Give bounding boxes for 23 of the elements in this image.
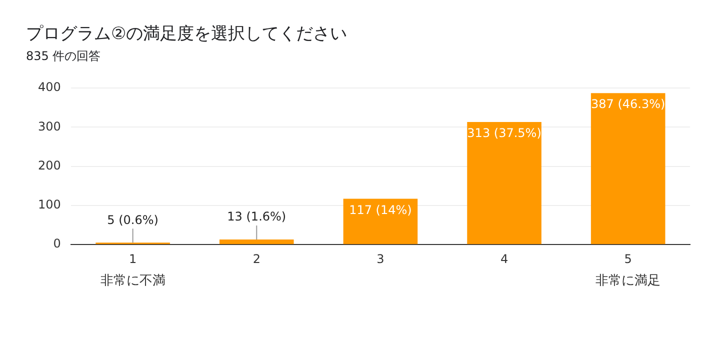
text: 非常に不満	[100, 273, 166, 288]
chart-title: プログラム②の満足度を選択してください	[26, 23, 348, 45]
bar	[467, 122, 542, 244]
y-tick-label: 400	[38, 80, 61, 94]
y-tick-label: 200	[38, 158, 61, 172]
x-tick-label: 5	[624, 252, 632, 266]
data-label: 387 (46.3%)	[590, 97, 666, 112]
x-tick-label: 4	[500, 252, 508, 266]
chart-subtitle: 835 件の回答	[26, 48, 101, 65]
x-tick-label: 3	[376, 252, 384, 266]
bar	[219, 240, 294, 244]
bar	[590, 93, 666, 244]
bar	[343, 198, 418, 244]
x-tick-label: 2	[252, 252, 260, 266]
data-label: 117 (14%)	[349, 202, 412, 217]
text: 非常に満足	[596, 273, 661, 288]
data-label: 13 (1.6%)	[227, 210, 286, 224]
x-tick-label: 1	[128, 252, 137, 266]
data-label: 5 (0.6%)	[107, 212, 158, 227]
y-tick-label: 100	[38, 198, 61, 212]
data-label: 313 (37.5%)	[467, 126, 542, 140]
y-tick-label: 300	[38, 119, 61, 134]
y-tick-label: 0	[53, 236, 61, 251]
